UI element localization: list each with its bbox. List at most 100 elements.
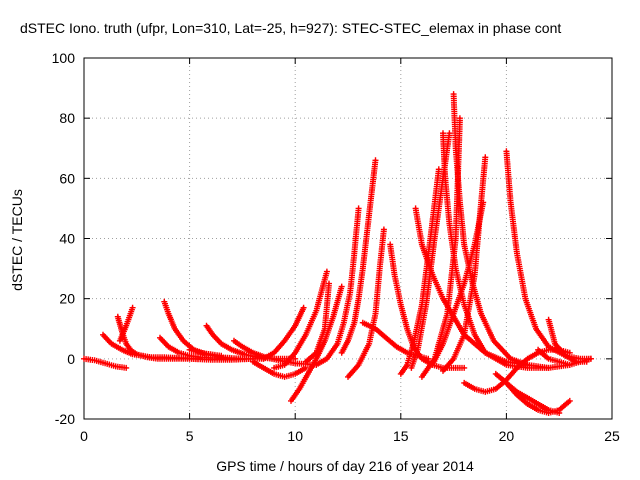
data-point [182, 339, 185, 342]
data-point [579, 360, 582, 364]
data-point [462, 381, 466, 385]
data-point [399, 303, 402, 306]
x-axis-label: GPS time / hours of day 216 of year 2014 [216, 458, 474, 474]
data-point [547, 408, 550, 412]
data-point [272, 372, 276, 376]
data-point [433, 237, 436, 240]
data-point [441, 297, 445, 300]
data-point [420, 357, 424, 361]
data-point [357, 207, 360, 210]
series-9 [250, 358, 309, 380]
data-point [393, 273, 396, 276]
series-14 [313, 205, 362, 368]
y-tick-label: 100 [52, 50, 76, 66]
data-point [346, 375, 350, 379]
data-point [558, 411, 561, 415]
data-point [405, 363, 409, 367]
data-point [304, 333, 307, 336]
data-point [441, 369, 445, 373]
data-point [547, 345, 550, 348]
data-point [374, 312, 377, 315]
data-point [283, 375, 286, 379]
data-point [251, 351, 255, 355]
data-point [448, 132, 451, 135]
data-point [389, 243, 392, 246]
series-24 [418, 115, 463, 380]
y-tick-label: 80 [59, 110, 75, 126]
data-point [167, 312, 170, 315]
data-point [536, 408, 540, 412]
data-point [431, 363, 434, 367]
data-point [209, 356, 212, 360]
data-point [262, 366, 265, 370]
data-point [367, 342, 371, 345]
x-tick-label: 10 [287, 428, 303, 444]
data-point [462, 333, 466, 336]
series-16 [345, 226, 387, 380]
data-point [589, 357, 593, 361]
data-point [230, 357, 234, 361]
data-point [526, 402, 529, 406]
data-point [568, 399, 571, 403]
data-point [294, 372, 297, 376]
data-point [374, 159, 377, 162]
data-point [405, 327, 409, 330]
data-point [484, 390, 487, 394]
data-point [125, 324, 128, 327]
y-tick-labels: -20 0 20 40 60 80 100 [52, 50, 76, 427]
data-point [294, 324, 297, 327]
data-point [156, 357, 160, 361]
data-point [340, 285, 343, 288]
data-point [342, 321, 345, 324]
data-point [198, 356, 202, 359]
data-point [494, 387, 498, 391]
data-point [564, 354, 567, 358]
data-point [473, 387, 476, 391]
y-tick-label: 60 [59, 170, 75, 186]
data-point [272, 351, 276, 355]
series-18 [387, 241, 468, 371]
data-point [410, 366, 413, 370]
data-point [505, 363, 508, 367]
data-point [414, 207, 417, 210]
data-point [454, 237, 457, 240]
data-point [437, 168, 441, 171]
data-point [304, 360, 307, 364]
data-point [230, 348, 234, 352]
data-point [353, 252, 356, 255]
series-7 [186, 346, 225, 359]
data-point [509, 357, 512, 361]
data-point [188, 354, 191, 358]
data-point [429, 237, 432, 240]
data-point [458, 116, 462, 120]
data-point [412, 342, 415, 345]
data-point [232, 339, 236, 342]
data-point [103, 362, 107, 365]
data-point [420, 243, 424, 246]
data-point [568, 363, 571, 367]
data-point [131, 306, 134, 309]
data-point [420, 375, 424, 379]
data-point [378, 267, 381, 270]
series-11 [271, 268, 330, 371]
x-tick-label: 20 [499, 428, 515, 444]
data-point [129, 348, 132, 352]
data-point [441, 342, 445, 345]
data-point [315, 357, 318, 361]
data-point [220, 354, 223, 358]
data-point [198, 351, 202, 355]
data-point [241, 357, 244, 361]
series-23 [450, 91, 573, 371]
data-point [327, 282, 331, 285]
data-point [167, 357, 170, 361]
data-point [370, 195, 373, 198]
data-point [325, 357, 329, 361]
data-point [473, 273, 476, 276]
data-point [272, 366, 276, 370]
data-point [348, 291, 352, 294]
data-point [441, 132, 445, 135]
data-point [416, 348, 419, 352]
data-point [526, 396, 529, 400]
data-point [462, 303, 466, 306]
series-10 [260, 304, 307, 362]
